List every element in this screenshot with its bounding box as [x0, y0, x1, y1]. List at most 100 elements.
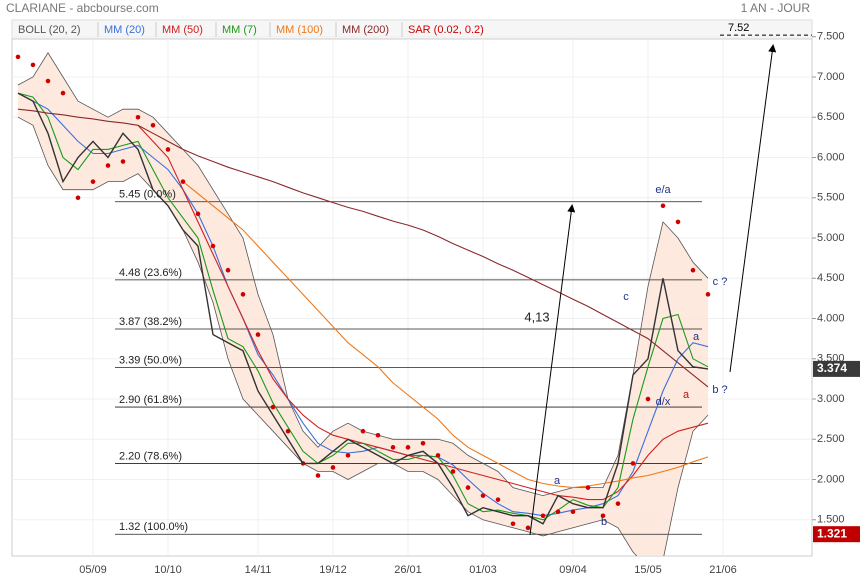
sar-dot — [435, 453, 441, 458]
fib-label: 1.32 (100.0%) — [119, 521, 188, 533]
x-tick-label: 10/10 — [154, 564, 182, 576]
arrow — [529, 204, 576, 536]
sar-dot — [150, 122, 156, 128]
ma-line — [32, 100, 709, 517]
annotation: d/x — [656, 396, 671, 408]
low-price-tag — [813, 526, 860, 543]
sar-dot — [645, 396, 651, 402]
legend-entry: MM (7) — [222, 24, 257, 36]
sar-dot — [480, 493, 486, 498]
sar-dot — [315, 473, 321, 478]
fib-label: 2.20 (78.6%) — [119, 450, 182, 462]
sar-dot — [630, 461, 636, 466]
legend-entry: BOLL (20, 2) — [18, 24, 81, 36]
last-price-tag — [813, 360, 860, 377]
y-tick-label: 6.000 — [817, 151, 845, 163]
ma-line — [17, 108, 709, 388]
arrow — [729, 44, 777, 373]
target-label: 7.52 — [728, 22, 749, 34]
sar-dot — [180, 179, 186, 184]
sar-dot — [30, 62, 36, 68]
sar-dot — [705, 292, 711, 297]
sar-dot — [45, 78, 51, 84]
sar-dot — [375, 432, 381, 438]
legend-entry: MM (20) — [104, 24, 145, 36]
sar-dot — [675, 219, 681, 225]
legend-entry: SAR (0.02, 0.2) — [408, 24, 484, 36]
overlay: 1.5002.0002.5003.0003.5004.0004.5005.000… — [18, 22, 860, 576]
sar-dot — [105, 163, 111, 168]
legend-entry: MM (50) — [162, 24, 203, 36]
y-tick-label: 5.000 — [817, 232, 845, 244]
sar-dot — [255, 332, 261, 337]
annotation: a — [683, 389, 690, 401]
bollinger-band — [18, 52, 708, 556]
x-tick-label: 15/05 — [634, 564, 662, 576]
annotation: a — [554, 475, 561, 487]
plot-area — [15, 52, 711, 556]
sar-dot — [510, 521, 516, 527]
legend-entry: MM (100) — [276, 24, 323, 36]
sar-dot — [540, 513, 546, 519]
sar-dot — [270, 404, 276, 410]
annotation: b — [601, 516, 607, 528]
period-label: 1 AN - JOUR — [741, 1, 811, 15]
y-tick-label: 2.000 — [817, 473, 845, 485]
sar-dot — [195, 211, 201, 217]
sar-dot — [360, 428, 366, 434]
x-tick-label: 14/11 — [245, 564, 272, 576]
fib-label: 3.87 (38.2%) — [119, 316, 182, 328]
sar-dot — [570, 509, 576, 515]
annotation: a — [693, 331, 700, 343]
low-price-label: 1.321 — [817, 526, 847, 540]
y-tick-label: 4.500 — [817, 272, 845, 284]
sar-dot — [75, 195, 81, 201]
annotation: c — [623, 291, 629, 303]
x-tick-label: 21/06 — [709, 564, 737, 576]
plot-frame — [11, 38, 813, 557]
sar-dot — [210, 243, 216, 249]
annotation: 4,13 — [524, 309, 549, 324]
x-tick-label: 05/09 — [79, 564, 107, 576]
y-tick-label: 4.000 — [817, 312, 845, 324]
fib-label: 2.90 (61.8%) — [119, 394, 182, 406]
x-tick-label: 09/04 — [559, 564, 587, 576]
fib-label: 4.48 (23.6%) — [119, 267, 182, 279]
sar-dot — [495, 497, 501, 502]
sar-dot — [660, 203, 666, 209]
sar-dot — [60, 90, 66, 96]
y-tick-label: 7.500 — [817, 31, 845, 43]
sar-dot — [285, 428, 291, 434]
sar-dot — [240, 292, 246, 297]
sar-dot — [15, 54, 21, 60]
sar-dot — [330, 465, 336, 470]
sar-dot — [420, 440, 426, 446]
y-tick-label: 2.500 — [817, 433, 845, 445]
chart-title: CLARIANE - abcbourse.com — [6, 1, 159, 15]
price-line — [17, 92, 709, 525]
sar-dot — [165, 147, 171, 152]
fib-label: 5.45 (0.0%) — [119, 189, 176, 201]
sar-dot — [465, 485, 471, 490]
x-tick-label: 26/01 — [394, 564, 422, 576]
y-tick-label: 7.000 — [817, 71, 845, 83]
sar-dot — [390, 445, 396, 450]
fib-label: 3.39 (50.0%) — [119, 355, 182, 367]
annotation: b ? — [712, 384, 727, 396]
y-tick-label: 3.000 — [817, 393, 845, 405]
y-tick-label: 6.500 — [817, 111, 845, 123]
sar-dot — [615, 501, 621, 506]
legend-entry: MM (200) — [342, 24, 389, 36]
sar-dot — [525, 525, 531, 531]
sar-dot — [405, 445, 411, 450]
sar-dot — [690, 267, 696, 273]
ma-line — [17, 92, 709, 521]
sar-dot — [90, 179, 96, 184]
sar-dot — [585, 485, 591, 490]
sar-dot — [135, 114, 141, 120]
sar-dot — [225, 267, 231, 273]
y-tick-label: 5.500 — [817, 192, 845, 204]
x-tick-label: 19/12 — [319, 564, 347, 576]
